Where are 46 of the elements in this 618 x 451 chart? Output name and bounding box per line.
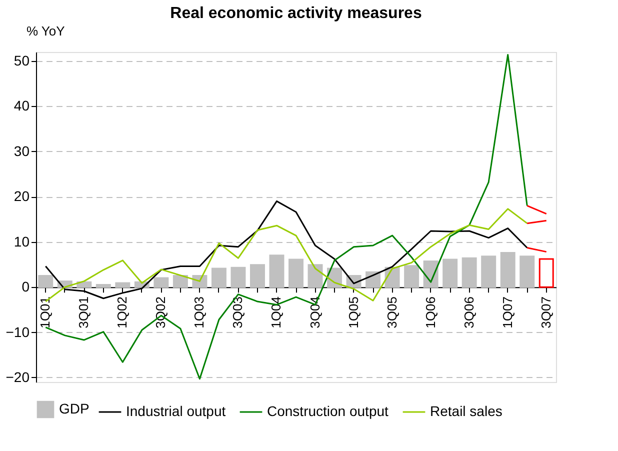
x-tick-label: 3Q06 [461,296,476,328]
bar [76,281,92,288]
y-axis-title: % YoY [26,24,66,38]
legend-label: Retail sales [430,403,502,419]
bar [481,256,496,288]
bar [38,275,54,288]
bar [154,277,169,288]
x-tick-label: 1Q02 [114,296,130,328]
bar [172,275,188,288]
bar [442,258,458,288]
y-tick-label: 0 [22,278,30,295]
y-tick-label: −10 [6,324,30,340]
x-tick-label: 3Q05 [384,296,400,328]
y-tick-label: 40 [14,98,30,114]
bar [462,257,477,288]
bar [269,254,284,288]
legend-label: GDP [59,400,90,416]
x-tick-label: 3Q03 [230,296,246,328]
chart-title: Real economic activity measures [170,5,422,22]
x-tick-label: 1Q07 [500,296,515,328]
x-tick-label: 1Q05 [346,296,361,328]
bar [115,282,130,288]
bar [308,264,323,288]
bar [500,252,516,288]
x-tick-label: 3Q07 [538,296,554,328]
x-tick-label: 3Q01 [76,296,92,328]
bar [520,256,535,288]
x-tick-label: 1Q01 [38,296,53,328]
bar [288,258,304,288]
y-tick-label: 20 [14,188,30,204]
x-tick-label: 3Q02 [153,296,168,328]
bar [250,264,265,288]
bar [211,268,226,288]
y-tick-label: 30 [14,142,30,159]
y-tick-label: 10 [14,233,30,250]
legend-label: Construction output [267,403,389,419]
x-tick-label: 1Q03 [192,296,207,328]
x-tick-label: 1Q06 [422,296,438,328]
y-tick-label: −20 [6,368,30,385]
legend-label: Industrial output [126,403,226,419]
bar [230,266,246,288]
bar [538,258,554,288]
x-tick-label: 1Q04 [268,296,284,328]
y-tick-label: 50 [14,52,30,69]
bar [96,284,111,288]
bar [404,265,420,288]
